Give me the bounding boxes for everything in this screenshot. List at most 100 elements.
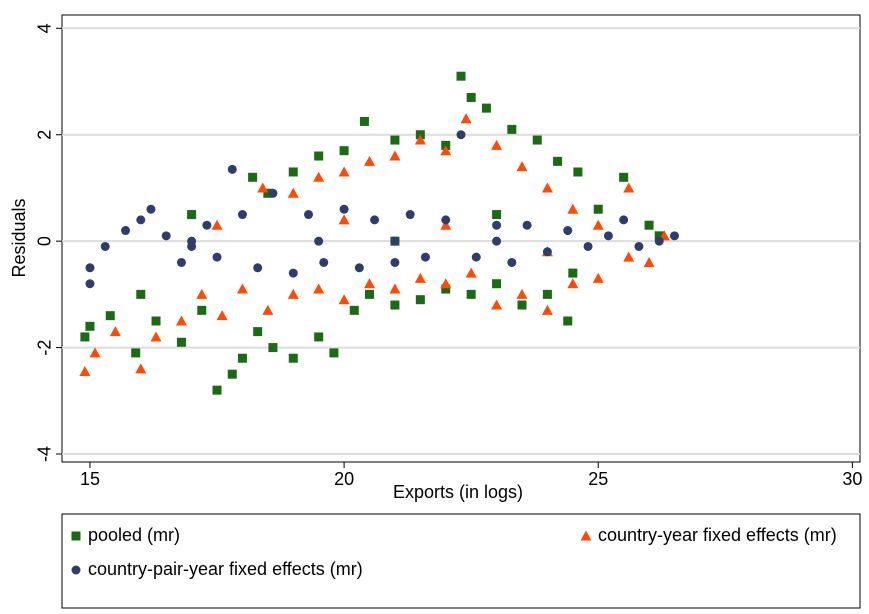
point: [314, 151, 324, 161]
point: [339, 204, 349, 214]
point: [349, 305, 359, 315]
x-tick-label: 20: [334, 469, 354, 489]
point: [491, 299, 503, 310]
point: [262, 304, 274, 315]
point: [389, 150, 401, 161]
point: [100, 241, 110, 251]
point: [237, 353, 247, 363]
point: [359, 116, 369, 126]
point: [131, 348, 141, 358]
point: [211, 219, 223, 230]
point: [175, 315, 187, 326]
point: [460, 113, 472, 124]
point: [491, 139, 503, 150]
point: [287, 187, 299, 198]
legend-label: country-year fixed effects (mr): [598, 525, 837, 545]
point: [79, 366, 91, 377]
point: [136, 215, 146, 225]
point: [313, 171, 325, 182]
point: [338, 214, 350, 225]
point: [150, 331, 162, 342]
point: [364, 278, 376, 289]
point: [440, 278, 452, 289]
point: [227, 164, 237, 174]
point: [390, 135, 400, 145]
point: [516, 288, 528, 299]
point: [654, 231, 664, 241]
point: [542, 289, 552, 299]
point: [603, 231, 613, 241]
point: [257, 182, 269, 193]
point: [405, 210, 415, 220]
point: [202, 220, 212, 230]
point: [542, 247, 552, 257]
point: [370, 215, 380, 225]
point: [268, 188, 278, 198]
point: [253, 327, 263, 337]
point: [304, 210, 314, 220]
point: [522, 220, 532, 230]
point: [212, 385, 222, 395]
legend-marker: [580, 530, 592, 541]
point: [553, 156, 563, 166]
y-tick-label: 2: [35, 130, 55, 140]
point: [109, 326, 121, 337]
y-tick-label: -4: [35, 446, 55, 462]
point: [196, 288, 208, 299]
point: [492, 220, 502, 230]
point: [466, 92, 476, 102]
point: [643, 256, 655, 267]
point: [420, 252, 430, 262]
point: [654, 236, 664, 246]
point: [80, 332, 90, 342]
point: [583, 241, 593, 251]
point: [135, 363, 147, 374]
point: [440, 145, 452, 156]
point: [253, 263, 263, 273]
point: [85, 279, 95, 289]
y-axis-label: Residuals: [9, 198, 29, 277]
point: [541, 182, 553, 193]
point: [287, 288, 299, 299]
point: [471, 252, 481, 262]
point: [364, 155, 376, 166]
point: [338, 294, 350, 305]
point: [507, 124, 517, 134]
point: [389, 283, 401, 294]
point: [187, 241, 197, 251]
point: [669, 231, 679, 241]
point: [339, 146, 349, 156]
point: [466, 289, 476, 299]
point: [121, 226, 131, 236]
point: [593, 204, 603, 214]
point: [89, 347, 101, 358]
point: [263, 188, 273, 198]
point: [176, 257, 186, 267]
y-tick-label: 4: [35, 23, 55, 33]
point: [563, 226, 573, 236]
point: [440, 219, 452, 230]
point: [237, 210, 247, 220]
point: [592, 219, 604, 230]
point: [517, 300, 527, 310]
x-tick-label: 30: [842, 469, 862, 489]
point: [151, 316, 161, 326]
legend-marker: [71, 531, 81, 541]
point: [314, 332, 324, 342]
point: [288, 167, 298, 177]
point: [197, 305, 207, 315]
point: [390, 300, 400, 310]
point: [268, 343, 278, 353]
y-tick-label: -2: [35, 340, 55, 356]
point: [236, 283, 248, 294]
point: [314, 236, 324, 246]
point: [532, 135, 542, 145]
point: [390, 257, 400, 267]
legend-label: country-pair-year fixed effects (mr): [88, 559, 363, 579]
y-tick-label: 0: [35, 236, 55, 246]
point: [354, 263, 364, 273]
point: [492, 236, 502, 246]
plot-frame: [61, 14, 861, 463]
point: [507, 257, 517, 267]
legend-box: [61, 513, 861, 609]
